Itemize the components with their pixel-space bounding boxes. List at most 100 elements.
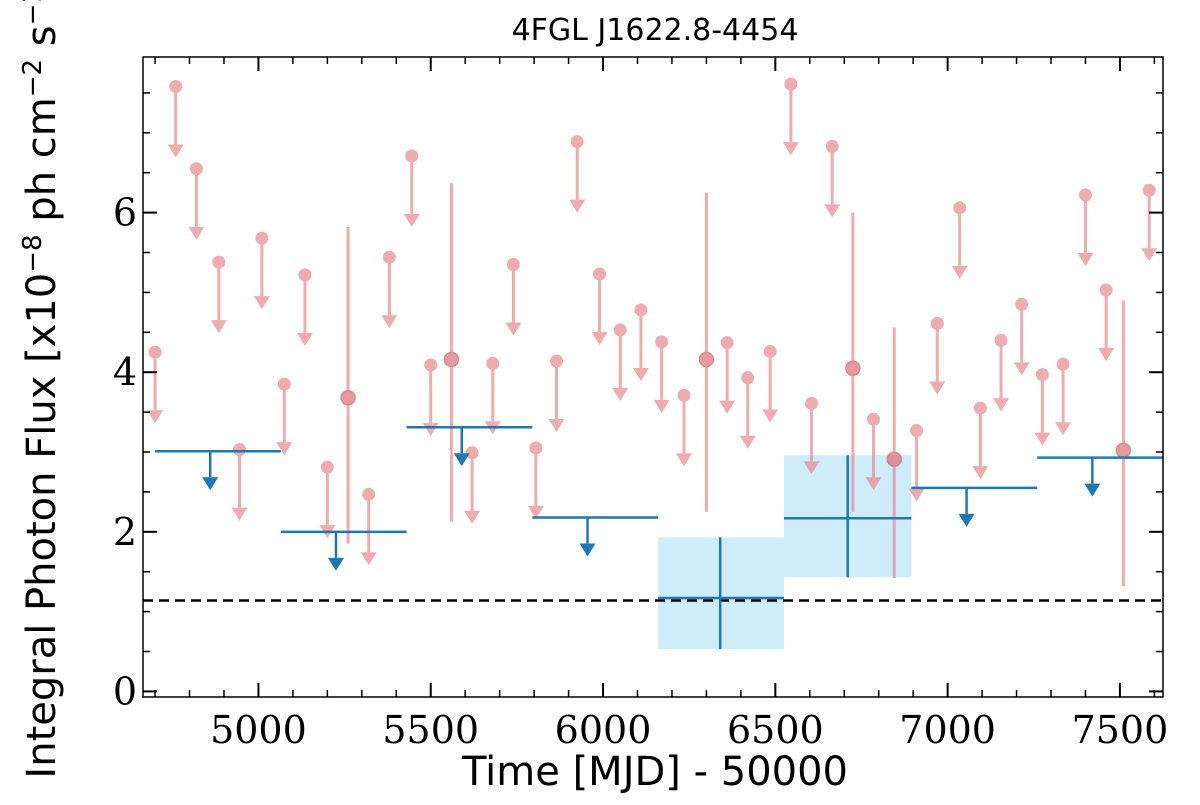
short-bin-upper-limit — [929, 317, 946, 395]
upper-limit-marker — [1035, 368, 1049, 382]
short-bin-upper-limit — [484, 356, 501, 435]
upper-limit-arrow-head — [824, 204, 841, 218]
upper-limit-marker — [424, 358, 438, 372]
short-bin-upper-limit — [803, 396, 820, 475]
y-axis-label-exp1: −8 — [18, 234, 48, 272]
short-bin-upper-limit — [276, 377, 293, 456]
x-tick-label: 6500 — [727, 708, 824, 752]
upper-limit-marker — [232, 443, 246, 457]
y-tick-label: 0 — [113, 669, 137, 713]
upper-limit-arrow-head — [632, 367, 649, 381]
upper-limit-arrow-head — [188, 226, 205, 240]
upper-limit-marker — [1078, 188, 1092, 202]
x-tick-label: 5500 — [382, 708, 479, 752]
y-axis-label-mid2: s — [19, 25, 65, 59]
upper-limit-marker — [277, 377, 291, 391]
upper-limit-marker — [382, 250, 396, 264]
upper-limit-arrow-head — [739, 435, 756, 449]
upper-limit-marker — [169, 80, 183, 94]
upper-limit-marker — [593, 267, 607, 281]
short-bin-upper-limit — [824, 139, 841, 218]
upper-limit-arrow-head — [1013, 362, 1030, 376]
upper-limit-marker — [763, 344, 777, 358]
upper-limit-marker — [825, 139, 839, 153]
long-bin-upper-limit — [155, 449, 281, 491]
upper-limit-arrow-head — [296, 332, 313, 346]
upper-limit-marker — [677, 388, 691, 402]
long-bin-upper-limit — [1037, 456, 1163, 497]
upper-limit-arrow-head — [762, 409, 779, 423]
upper-limit-arrow-head — [612, 387, 629, 401]
short-bin-upper-limit — [1034, 368, 1051, 446]
short-bin-upper-limit — [381, 250, 398, 329]
upper-limit-arrow-head — [548, 419, 565, 433]
short-bin-upper-limit — [422, 358, 439, 437]
upper-limit-arrow-head — [1141, 248, 1158, 262]
short-bin-upper-limit — [653, 335, 670, 413]
x-axis-label: Time [MJD] - 50000 — [461, 749, 848, 795]
upper-limit-marker — [930, 317, 944, 331]
upper-limit-marker — [148, 345, 162, 359]
detection-marker — [340, 389, 356, 406]
short-bin-upper-limit — [676, 388, 693, 467]
chart-title: 4FGL J1622.8-4454 — [512, 13, 799, 48]
upper-limit-marker — [255, 231, 269, 245]
upper-limit-marker — [1142, 183, 1156, 197]
upper-limit-marker — [320, 460, 334, 474]
y-axis-label-exp3: −1 — [18, 0, 48, 25]
upper-limit-marker — [506, 257, 520, 271]
short-bin-upper-limit — [782, 77, 799, 156]
upper-limit-arrow-head — [591, 332, 608, 346]
upper-limit-arrow-head — [1098, 348, 1115, 362]
upper-limit-marker — [655, 335, 669, 349]
upper-limit-arrow-head — [167, 144, 184, 158]
x-tick-label: 5000 — [210, 708, 307, 752]
upper-limit-arrow-head — [972, 466, 989, 480]
short-bin-upper-limit — [210, 255, 227, 334]
upper-limit-arrow-head — [422, 423, 439, 437]
y-axis-label-mid: ph cm — [19, 97, 65, 234]
upper-limit-marker — [910, 423, 924, 437]
upper-limit-arrow-head — [569, 199, 586, 213]
upper-limit-marker — [362, 487, 376, 501]
upper-limit-arrow-head — [453, 453, 470, 467]
upper-limit-arrow-head — [276, 442, 293, 456]
x-tick-label: 7000 — [899, 708, 996, 752]
upper-limit-marker — [784, 77, 798, 91]
long-bin-detection — [783, 455, 912, 578]
upper-limit-arrow-head — [1077, 253, 1094, 267]
short-bin-upper-limit — [1098, 283, 1115, 362]
short-bin-detection — [443, 183, 460, 522]
short-bin-detection — [340, 226, 356, 544]
upper-limit-arrow-head — [993, 398, 1010, 412]
short-bin-detection — [698, 192, 715, 512]
upper-limit-arrow-head — [1055, 422, 1072, 436]
upper-limit-arrow-head — [231, 507, 248, 521]
short-bin-upper-limit — [360, 487, 377, 566]
upper-limit-arrow-head — [505, 322, 522, 336]
short-bin-upper-limit — [908, 423, 925, 502]
upper-limit-arrow-head — [210, 320, 227, 334]
short-bin-upper-limit — [1013, 297, 1030, 376]
short-bin-layer — [147, 77, 1158, 587]
short-bin-upper-limit — [505, 257, 522, 336]
upper-limit-arrow-head — [865, 477, 882, 491]
short-bin-upper-limit — [403, 149, 420, 227]
long-bin-upper-limit — [532, 516, 659, 557]
upper-limit-marker — [1056, 357, 1070, 371]
y-tick-label: 2 — [113, 510, 137, 554]
detection-marker — [886, 451, 902, 467]
short-bin-upper-limit — [167, 80, 184, 158]
short-bin-detection — [886, 327, 902, 579]
upper-limit-arrow-head — [579, 543, 596, 557]
upper-limit-arrow-head — [803, 461, 820, 475]
upper-limit-arrow-head — [1084, 483, 1101, 497]
upper-limit-arrow-head — [958, 513, 975, 527]
short-bin-upper-limit — [739, 371, 756, 449]
upper-limit-marker — [1099, 283, 1113, 297]
upper-limit-arrow-head — [908, 488, 925, 502]
short-bin-upper-limit — [951, 201, 968, 279]
y-axis-label-main: Integral Photon Flux [x10 — [19, 273, 65, 779]
upper-limit-marker — [867, 412, 881, 426]
